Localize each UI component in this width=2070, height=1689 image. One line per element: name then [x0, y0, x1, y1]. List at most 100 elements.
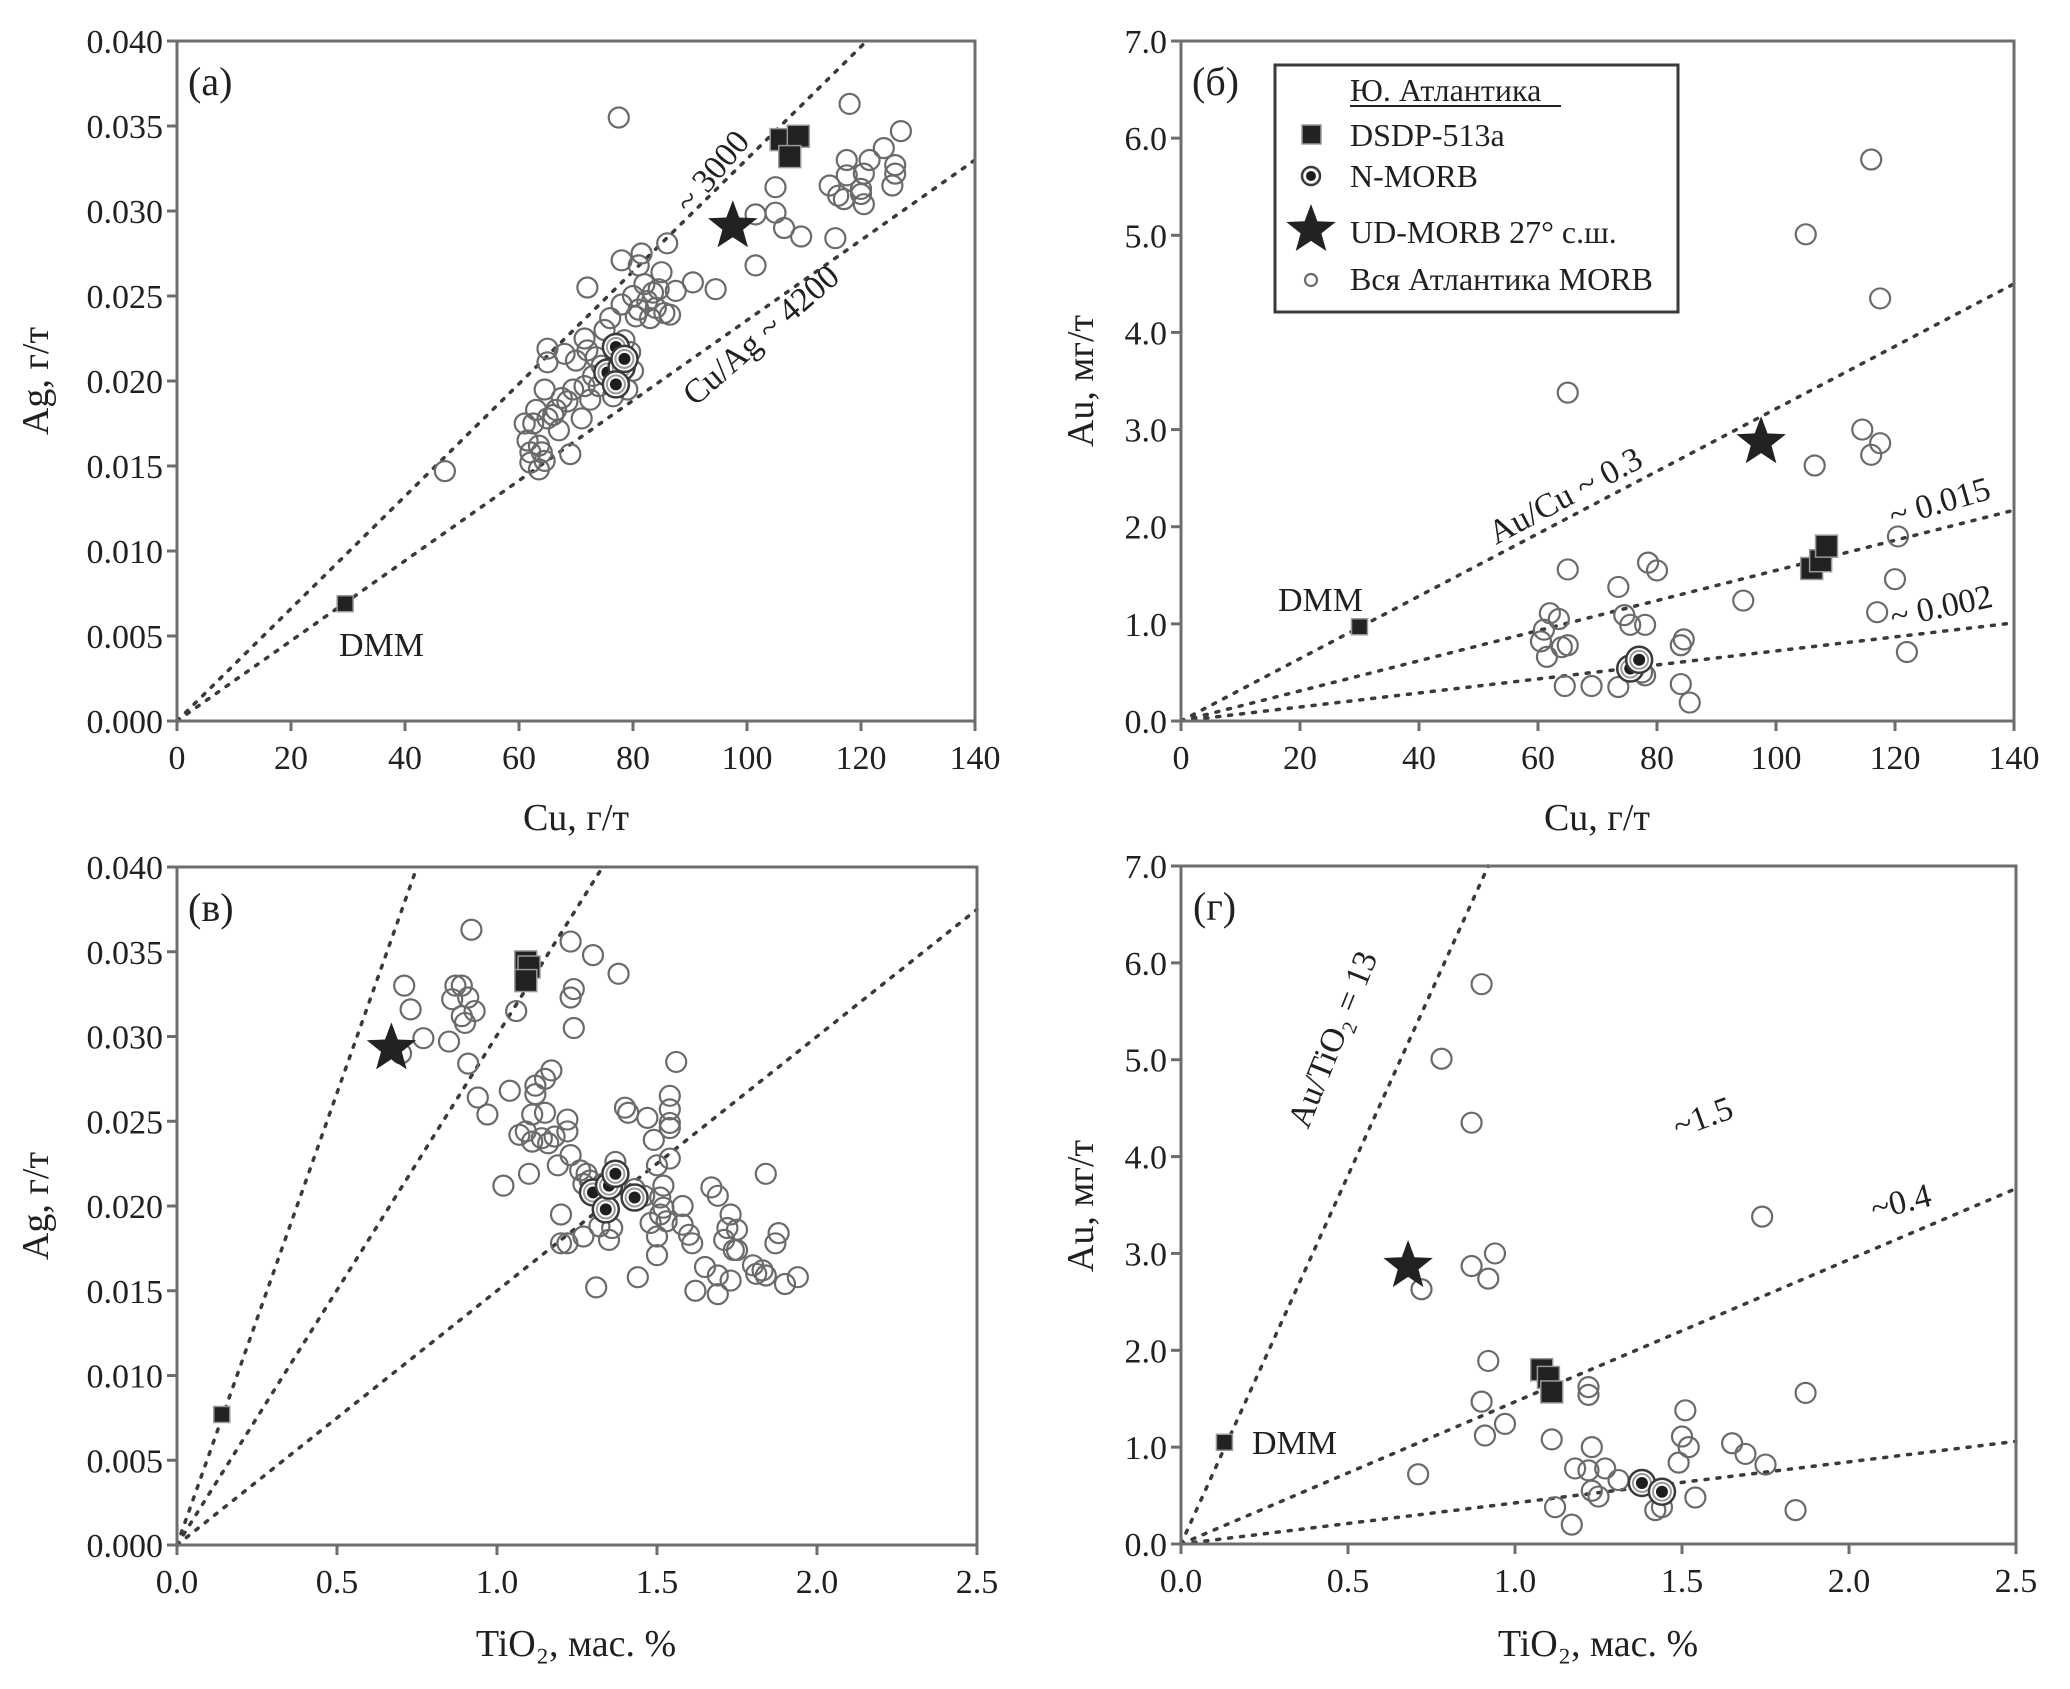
all-morb-point — [652, 1174, 675, 1197]
legend-label: UD-MORB 27° с.ш. — [1350, 214, 1617, 250]
all-morb-point — [1483, 1242, 1507, 1265]
y-tick-label: 0.040 — [87, 850, 164, 887]
reference-line — [1179, 864, 1491, 1546]
ref-line-label-0-015: ~ 0.015 — [1885, 471, 1995, 535]
dsdp-point — [514, 968, 538, 993]
all-morb-point — [393, 974, 416, 997]
all-morb-point — [1470, 973, 1493, 996]
all-morb-point — [1580, 1436, 1603, 1459]
legend-item-all-morb: Вся Атлантика MORB — [1303, 261, 1653, 297]
udmorb-point — [1736, 416, 1786, 464]
y-tick-label: 0.020 — [87, 364, 164, 401]
all-morb-point — [1667, 1451, 1690, 1474]
reference-line — [1179, 282, 2016, 723]
all-morb-point — [597, 1228, 621, 1252]
legend-item-udmorb: UD-MORB 27° с.ш. — [1286, 204, 1617, 251]
all-morb-point — [1794, 1381, 1817, 1405]
y-tick-label: 7.0 — [1125, 24, 1168, 61]
udmorb-point — [1383, 1240, 1433, 1288]
x-tick-label: 0.5 — [1327, 1563, 1370, 1600]
all-morb-point — [559, 1144, 582, 1167]
all-morb-point — [556, 1108, 579, 1131]
reference-line — [1179, 1186, 2018, 1546]
data-points — [1215, 973, 1817, 1536]
y-tick-label: 0.000 — [87, 704, 164, 741]
all-morb-point — [658, 1084, 681, 1107]
all-morb-point — [681, 271, 704, 294]
panel-label: (г) — [1193, 884, 1236, 929]
x-axis-title: Cu, г/т — [523, 797, 629, 839]
y-tick-label: 0.005 — [87, 1443, 164, 1480]
all-morb-point — [1607, 675, 1630, 699]
all-morb-point — [1672, 628, 1695, 651]
all-morb-point — [754, 1162, 777, 1185]
x-tick-label: 20 — [274, 740, 308, 777]
y-tick-label: 0.015 — [87, 1274, 164, 1311]
all-morb-point — [827, 184, 850, 207]
all-morb-point — [613, 1096, 637, 1119]
nmorb-point-dot — [628, 1191, 641, 1204]
all-morb-point — [1587, 1485, 1610, 1508]
reference-line — [1179, 1439, 2018, 1546]
all-morb-point — [858, 148, 881, 172]
y-tick-label: 0.000 — [87, 1528, 164, 1565]
dmm-point — [213, 1405, 231, 1424]
y-tick-label: 3.0 — [1125, 1236, 1168, 1273]
y-tick-label: 0.0 — [1125, 704, 1168, 741]
all-morb-point — [1540, 1428, 1563, 1451]
all-morb-point — [627, 298, 650, 321]
all-morb-point — [1883, 568, 1907, 591]
all-morb-point — [444, 974, 467, 997]
x-tick-label: 1.5 — [1661, 1563, 1704, 1600]
all-morb-point — [1754, 1453, 1777, 1476]
all-morb-point — [399, 998, 422, 1021]
all-morb-point — [649, 1186, 672, 1209]
x-tick-label: 120 — [1870, 740, 1921, 777]
all-morb-point — [764, 1232, 787, 1255]
x-tick-label: 1.5 — [636, 1564, 679, 1601]
y-tick-label: 2.0 — [1125, 510, 1168, 547]
all-morb-point — [1543, 1496, 1567, 1519]
all-morb-point — [656, 232, 679, 255]
x-tick-label: 100 — [1751, 740, 1802, 777]
axis-ticks: 0 20 40 60 80 100 120 140 0.0 1.0 2.0 3.0 4.0 5.0 6.0 7… — [1125, 24, 2040, 777]
y-axis-title: Au, мг/т — [1060, 1139, 1102, 1272]
all-morb-point — [1607, 575, 1630, 599]
all-morb-point — [1869, 432, 1892, 455]
all-morb-point — [549, 1232, 573, 1255]
nmorb-point-ring — [595, 1199, 616, 1220]
square-marker-icon — [1301, 124, 1322, 145]
all-morb-point — [693, 1255, 717, 1279]
all-morb-point — [849, 177, 873, 200]
ref-line-label-3000: ~ 3000 — [668, 124, 757, 220]
all-morb-point — [790, 225, 813, 248]
y-tick-label: 4.0 — [1125, 315, 1168, 352]
all-morb-point — [450, 974, 473, 997]
dsdp-point — [1539, 1380, 1564, 1404]
all-morb-point — [1473, 1424, 1497, 1447]
y-tick-label: 0.015 — [87, 449, 164, 486]
all-morb-point — [513, 412, 536, 435]
x-tick-label: 1.0 — [1494, 1563, 1537, 1600]
ref-line-label-0-4: ~0.4 — [1867, 1177, 1935, 1228]
all-morb-point — [537, 1132, 560, 1155]
x-tick-label: 0 — [169, 740, 186, 777]
panel-label: (в) — [188, 885, 234, 930]
all-morb-point — [607, 106, 630, 129]
all-morb-point — [719, 1203, 742, 1226]
all-morb-point — [433, 460, 456, 483]
plot-frame — [1179, 864, 2018, 1546]
ref-line-label-4200: Cu/Ag ~ 4200 — [676, 258, 847, 413]
all-morb-point — [636, 1106, 659, 1129]
reference-line — [175, 865, 419, 1547]
all-morb-point — [547, 419, 571, 442]
reference-line — [175, 158, 977, 723]
nmorb-point-dot — [609, 378, 622, 391]
all-morb-point — [498, 1079, 521, 1102]
y-tick-label: 7.0 — [1125, 849, 1168, 886]
all-morb-point — [1633, 613, 1657, 636]
x-tick-label: 2.0 — [796, 1564, 839, 1601]
all-morb-point — [564, 349, 588, 372]
reference-line — [175, 907, 979, 1547]
